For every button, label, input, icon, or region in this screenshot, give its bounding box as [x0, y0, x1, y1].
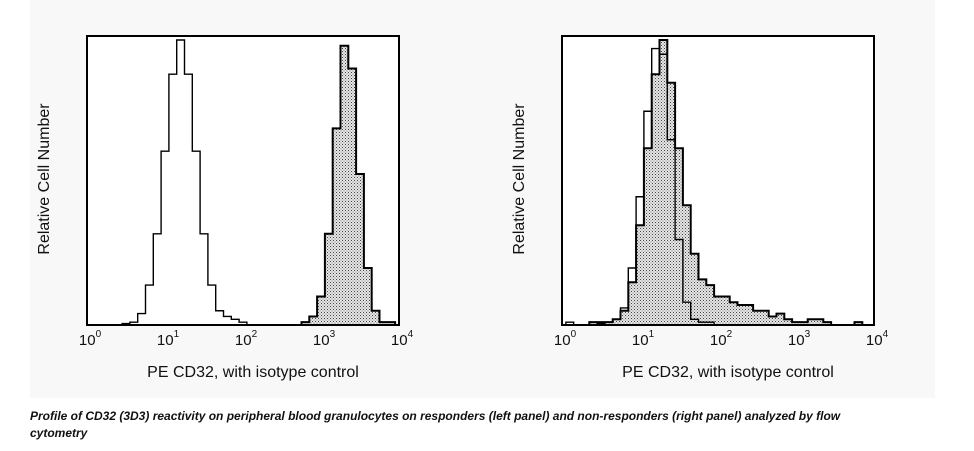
x-tick-base: 10: [553, 332, 571, 349]
x-tick-base: 10: [787, 332, 805, 349]
x-tick-label: 100: [553, 329, 577, 349]
x-tick-exponent: 0: [95, 329, 102, 340]
x-tick-exponent: 4: [882, 329, 889, 340]
x-tick-exponent: 3: [329, 329, 336, 340]
plot-area: [562, 36, 874, 325]
left-histogram-plot: [86, 35, 400, 326]
x-tick-label: 102: [709, 329, 733, 349]
x-tick-label: 101: [631, 329, 655, 349]
x-tick-label: 104: [390, 329, 414, 349]
left-histogram-panel: Relative Cell Number PE CD32, with isoty…: [30, 0, 470, 398]
y-axis-label: Relative Cell Number: [36, 103, 53, 255]
x-tick-base: 10: [156, 332, 174, 349]
right-histogram-panel: Relative Cell Number PE CD32, with isoty…: [505, 0, 945, 398]
right-histogram-plot: [561, 35, 875, 326]
y-axis-label: Relative Cell Number: [511, 103, 528, 255]
x-tick-base: 10: [234, 332, 252, 349]
x-tick-exponent: 1: [648, 329, 655, 340]
x-tick-label: 103: [787, 329, 811, 349]
x-tick-label: 101: [156, 329, 180, 349]
x-tick-base: 10: [631, 332, 649, 349]
x-tick-base: 10: [390, 332, 408, 349]
x-tick-exponent: 0: [570, 329, 577, 340]
x-tick-label: 104: [865, 329, 889, 349]
plot-frame: [86, 35, 400, 326]
x-tick-base: 10: [312, 332, 330, 349]
x-tick-exponent: 2: [726, 329, 733, 340]
x-tick-label: 102: [234, 329, 258, 349]
x-tick-exponent: 4: [407, 329, 414, 340]
x-axis-label: PE CD32, with isotype control: [147, 364, 359, 381]
x-axis-label: PE CD32, with isotype control: [622, 364, 834, 381]
x-tick-base: 10: [78, 332, 96, 349]
x-tick-exponent: 1: [173, 329, 180, 340]
x-tick-base: 10: [709, 332, 727, 349]
x-tick-label: 100: [78, 329, 102, 349]
plot-frame: [561, 35, 875, 326]
figure-caption: Profile of CD32 (3D3) reactivity on peri…: [30, 409, 841, 440]
x-tick-label: 103: [312, 329, 336, 349]
x-tick-base: 10: [865, 332, 883, 349]
histogram-series-cd32: [562, 39, 874, 326]
x-tick-exponent: 3: [804, 329, 811, 340]
x-tick-exponent: 2: [251, 329, 258, 340]
